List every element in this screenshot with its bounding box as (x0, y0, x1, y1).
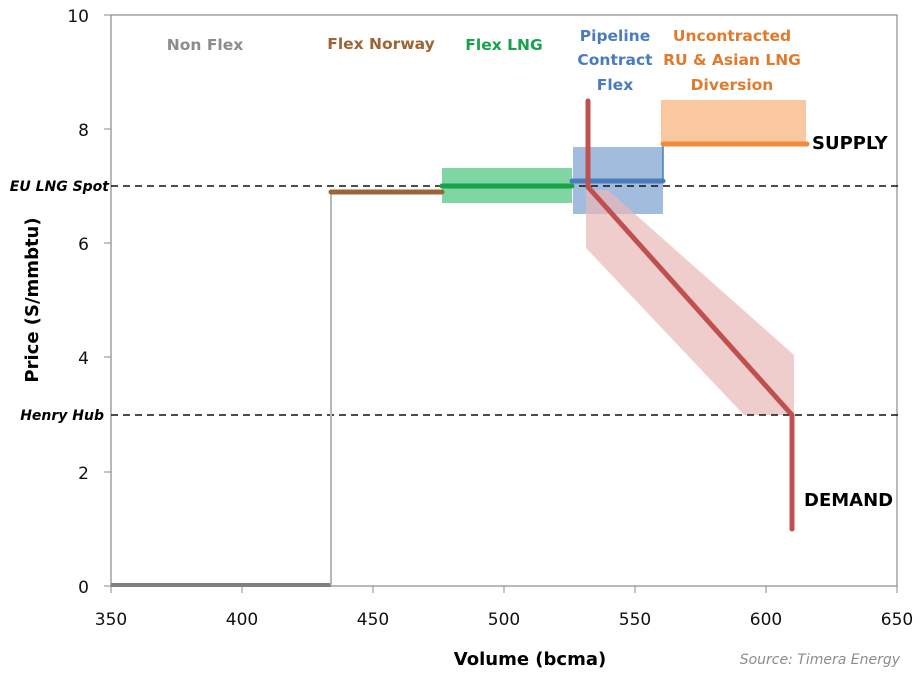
x-tick-400: 400 (226, 610, 258, 630)
y-axis (104, 14, 111, 587)
x-tick-350: 350 (95, 610, 127, 630)
y-tick-10: 10 (67, 7, 89, 27)
label-non-flex: Non Flex (167, 36, 243, 54)
label-flex-lng: Flex LNG (465, 36, 542, 54)
demand-curve (585, 98, 795, 532)
label-supply: SUPPLY (812, 133, 889, 154)
label-flex-norway: Flex Norway (327, 35, 434, 53)
x-tick-600: 600 (750, 610, 782, 630)
y-tick-0: 0 (78, 578, 89, 598)
x-axis-title: Volume (bcma) (454, 649, 606, 670)
y-tick-6: 6 (78, 235, 89, 255)
x-tick-450: 450 (357, 610, 389, 630)
y-axis-title: Price (S/mmbtu) (22, 217, 43, 382)
x-tick-550: 550 (619, 610, 651, 630)
label-uncontracted-3: Diversion (691, 76, 774, 94)
y-tick-8: 8 (78, 121, 89, 141)
y-tick-4: 4 (78, 349, 89, 369)
label-uncontracted-2: RU & Asian LNG (663, 51, 801, 69)
label-pipeline-2: Contract (577, 51, 653, 69)
y-tick-2: 2 (78, 464, 89, 484)
uncontracted-band (661, 100, 806, 143)
label-pipeline-3: Flex (597, 76, 633, 94)
x-tick-650: 650 (881, 610, 913, 630)
label-henry-hub: Henry Hub (20, 408, 104, 424)
label-pipeline-1: Pipeline (580, 27, 650, 45)
x-axis (110, 586, 898, 593)
label-demand: DEMAND (804, 490, 893, 511)
label-eu-lng-spot: EU LNG Spot (10, 179, 111, 195)
x-tick-500: 500 (488, 610, 520, 630)
label-uncontracted-1: Uncontracted (673, 27, 791, 45)
source-note: Source: Timera Energy (740, 652, 901, 668)
